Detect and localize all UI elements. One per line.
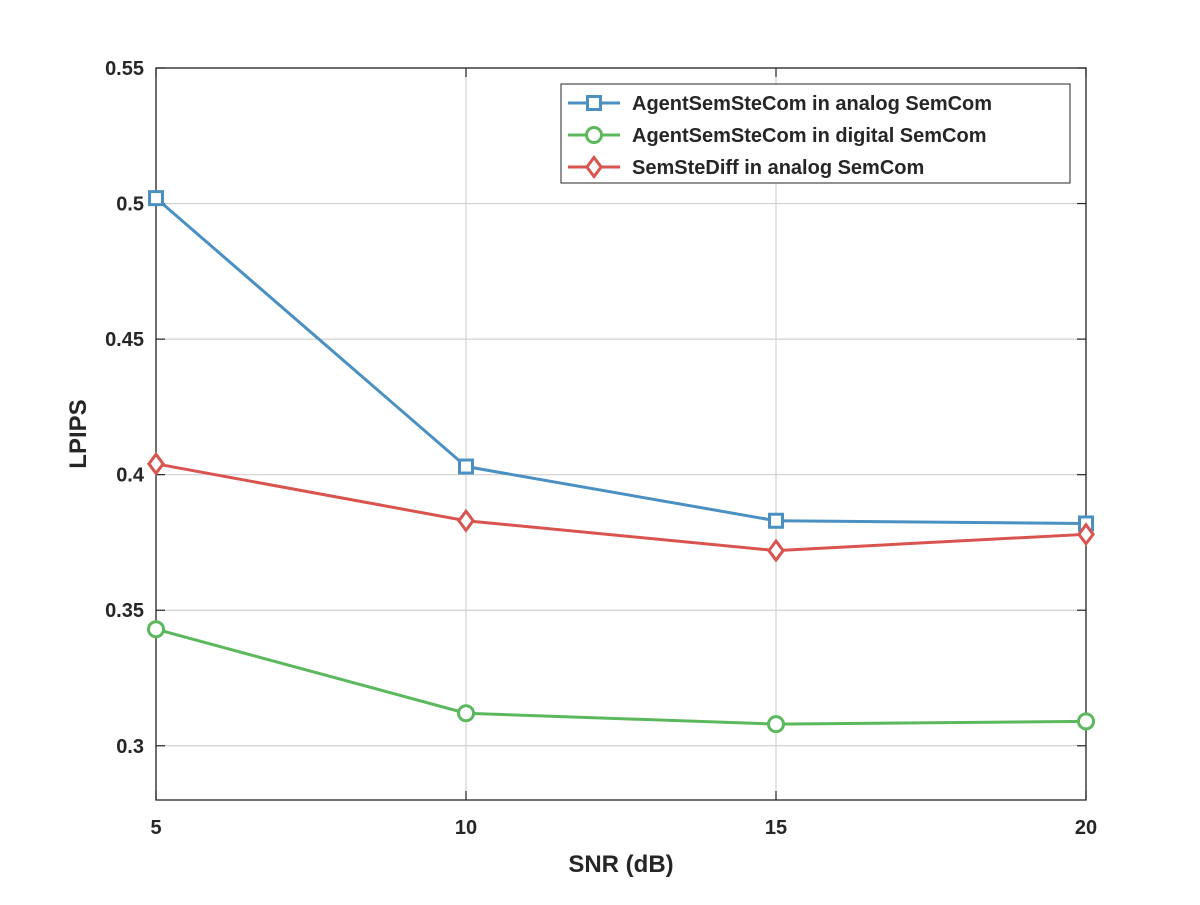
- y-tick-label: 0.35: [105, 600, 144, 622]
- legend-marker-circle: [585, 126, 603, 144]
- legend-entry-3: SemSteDiff in analog SemCom: [568, 155, 924, 179]
- tick-layer: 5 10 15 20 0.3 0.35 0.4 0.45 0.5 0.55: [105, 58, 1097, 839]
- data-point-circle: [147, 620, 165, 639]
- y-axis-label: LPIPS: [65, 399, 92, 468]
- data-point-circle: [457, 704, 475, 723]
- y-tick-label: 0.3: [116, 736, 144, 758]
- data-point-square: [148, 190, 164, 207]
- series-3: [147, 451, 1095, 563]
- series-line: [155, 196, 1087, 525]
- x-tick-label: 5: [150, 817, 161, 839]
- data-point-circle: [1077, 712, 1095, 731]
- legend-entry-1: AgentSemSteCom in analog SemCom: [568, 93, 992, 115]
- plot-area-frame: [155, 67, 1087, 801]
- series-line: [155, 627, 1087, 726]
- legend-items: AgentSemSteCom in analog SemCom AgentSemS…: [568, 93, 992, 179]
- data-point-square: [458, 458, 474, 475]
- y-tick-label: 0.5: [116, 194, 144, 216]
- series-layer: [147, 190, 1095, 734]
- x-tick-label: 20: [1075, 817, 1097, 839]
- x-axis-label: SNR (dB): [568, 851, 673, 878]
- x-tick-label: 10: [455, 817, 477, 839]
- data-point-diamond: [1077, 522, 1095, 547]
- legend-label: AgentSemSteCom in analog SemCom: [632, 93, 992, 115]
- legend-entry-2: AgentSemSteCom in digital SemCom: [568, 125, 987, 147]
- data-point-circle: [767, 715, 785, 734]
- legend-box: [560, 83, 1071, 184]
- series-line: [155, 462, 1087, 553]
- legend-label: SemSteDiff in analog SemCom: [632, 157, 924, 179]
- data-point-diamond: [147, 451, 165, 476]
- y-tick-label: 0.4: [116, 465, 145, 487]
- y-tick-label: 0.55: [105, 58, 144, 80]
- legend: AgentSemSteCom in analog SemCom AgentSemS…: [560, 83, 1071, 184]
- legend-label: AgentSemSteCom in digital SemCom: [632, 125, 987, 147]
- legend-marker-diamond: [585, 155, 603, 179]
- data-point-diamond: [767, 538, 785, 563]
- data-point-square: [768, 512, 784, 529]
- x-tick-label: 15: [765, 817, 787, 839]
- data-point-diamond: [457, 508, 475, 533]
- series-2: [147, 620, 1095, 734]
- y-tick-label: 0.45: [105, 329, 144, 351]
- legend-marker-square: [586, 95, 602, 111]
